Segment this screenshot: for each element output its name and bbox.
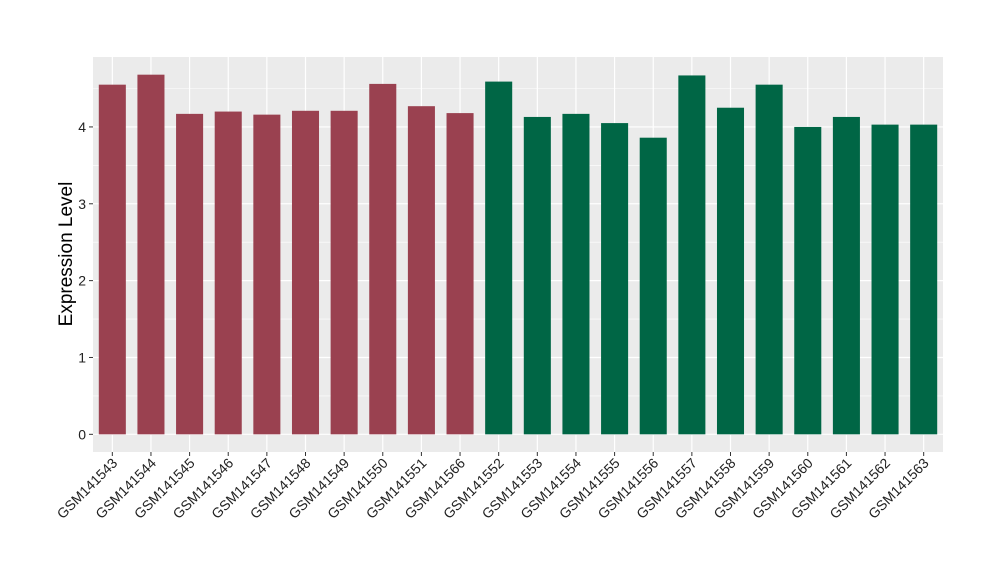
bar-GSM141557	[678, 75, 706, 435]
bar-GSM141559	[755, 84, 783, 435]
y-tick-label: 4	[78, 119, 86, 135]
bar-GSM141566	[446, 113, 474, 435]
bar-GSM141561	[832, 116, 860, 435]
x-axis: GSM141543GSM141544GSM141545GSM141546GSM1…	[54, 452, 932, 522]
bar-GSM141549	[330, 110, 358, 435]
bar-GSM141545	[176, 113, 204, 435]
bar-GSM141543	[98, 84, 126, 435]
bar-GSM141544	[137, 74, 165, 435]
y-tick-label: 2	[78, 273, 86, 289]
bar-GSM141556	[639, 137, 667, 435]
bar-GSM141555	[601, 123, 629, 435]
bar-GSM141558	[716, 107, 745, 435]
bar-GSM141553	[523, 116, 551, 435]
bar-GSM141550	[369, 83, 397, 435]
y-tick-label: 0	[78, 426, 86, 442]
bar-GSM141551	[407, 106, 435, 435]
bar-GSM141560	[794, 126, 822, 435]
bar-GSM141546	[214, 111, 242, 435]
y-tick-label: 1	[78, 349, 86, 365]
y-tick-label: 3	[78, 196, 86, 212]
bar-GSM141563	[910, 124, 938, 435]
bar-GSM141548	[291, 110, 320, 435]
bar-GSM141554	[562, 113, 590, 435]
bar-GSM141552	[485, 81, 513, 435]
bar-GSM141562	[871, 124, 899, 435]
bars	[98, 74, 938, 435]
y-axis-label: Expression Level	[56, 182, 77, 327]
y-axis: 0 1 2 3 4	[78, 119, 93, 442]
bar-GSM141547	[253, 114, 281, 435]
